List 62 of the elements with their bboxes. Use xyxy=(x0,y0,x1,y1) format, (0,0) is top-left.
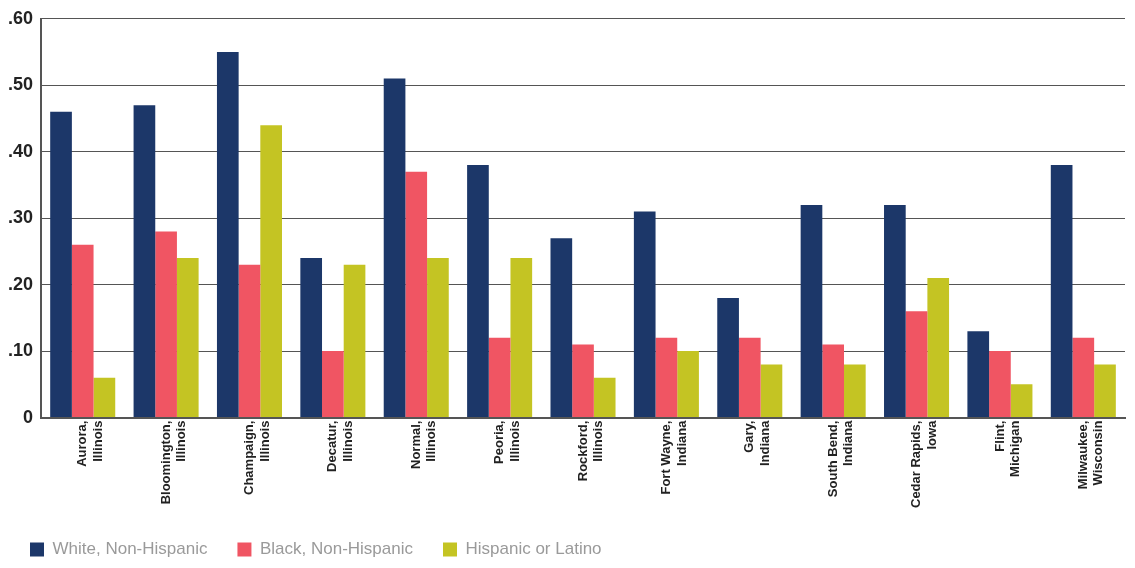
bar xyxy=(427,258,449,418)
bar xyxy=(1010,384,1033,418)
bar xyxy=(50,111,72,418)
legend-label: White, Non-Hispanic xyxy=(52,539,208,559)
x-tick-label: Normal, Illinois xyxy=(407,420,439,469)
bar xyxy=(260,125,282,418)
bar xyxy=(844,364,866,418)
bar xyxy=(133,105,156,418)
bar xyxy=(1094,364,1116,418)
legend-label: Black, Non-Hispanic xyxy=(259,539,414,559)
bar xyxy=(884,204,906,418)
bar xyxy=(176,258,199,418)
y-tick-label: .20 xyxy=(7,273,34,294)
bar xyxy=(467,165,489,418)
x-tick-label: Fort Wayne, Indiana xyxy=(657,419,689,495)
bar xyxy=(1050,165,1073,418)
y-tick-label: .10 xyxy=(7,340,34,361)
bar xyxy=(1072,337,1095,418)
bar xyxy=(677,351,699,418)
bar xyxy=(216,52,239,418)
x-tick-label: Rockford, Illinois xyxy=(574,420,606,482)
bar xyxy=(717,297,739,418)
x-tick-label: Gary, Indiana xyxy=(741,419,772,467)
x-tick-label: Decatur, Illinois xyxy=(324,420,356,472)
bar xyxy=(550,238,573,418)
bar xyxy=(71,244,94,418)
x-tick-label: Champaign, Illinois xyxy=(241,420,272,495)
bar xyxy=(405,171,428,418)
bar xyxy=(343,264,366,418)
y-tick-label: .60 xyxy=(7,7,34,28)
y-tick-label: .50 xyxy=(7,74,34,95)
bar xyxy=(655,337,678,418)
bar xyxy=(800,204,823,418)
x-tick-label: Peoria, Illinois xyxy=(491,420,522,464)
x-tick-label: Bloomington, Illinois xyxy=(157,420,189,505)
x-tick-label: Flint, Michigan xyxy=(991,420,1023,477)
bar xyxy=(300,258,323,418)
bar xyxy=(383,78,406,418)
bar xyxy=(93,377,116,418)
bar xyxy=(322,351,344,418)
bar xyxy=(155,231,177,418)
bar xyxy=(905,311,928,418)
y-tick-label: .40 xyxy=(7,140,34,161)
y-tick-label: 0 xyxy=(23,406,34,427)
bar xyxy=(967,331,990,418)
bar xyxy=(593,377,616,418)
x-tick-label: South Bend, Indiana xyxy=(824,419,856,498)
bar xyxy=(510,258,533,418)
bar xyxy=(572,344,594,418)
x-tick-label: Cedar Rapids, Iowa xyxy=(908,419,939,509)
bar xyxy=(760,364,783,418)
x-tick-label: Milwaukee, Wisconsin xyxy=(1074,420,1106,490)
legend-label: Hispanic or Latino xyxy=(465,539,602,559)
bar xyxy=(822,344,844,418)
bar xyxy=(738,337,761,418)
bar xyxy=(633,211,656,418)
x-tick-label: Aurora, Illinois xyxy=(74,420,105,467)
y-tick-label: .30 xyxy=(7,207,34,228)
bar xyxy=(927,278,950,418)
bar xyxy=(989,351,1011,418)
bar xyxy=(238,264,261,418)
bar xyxy=(488,337,511,418)
